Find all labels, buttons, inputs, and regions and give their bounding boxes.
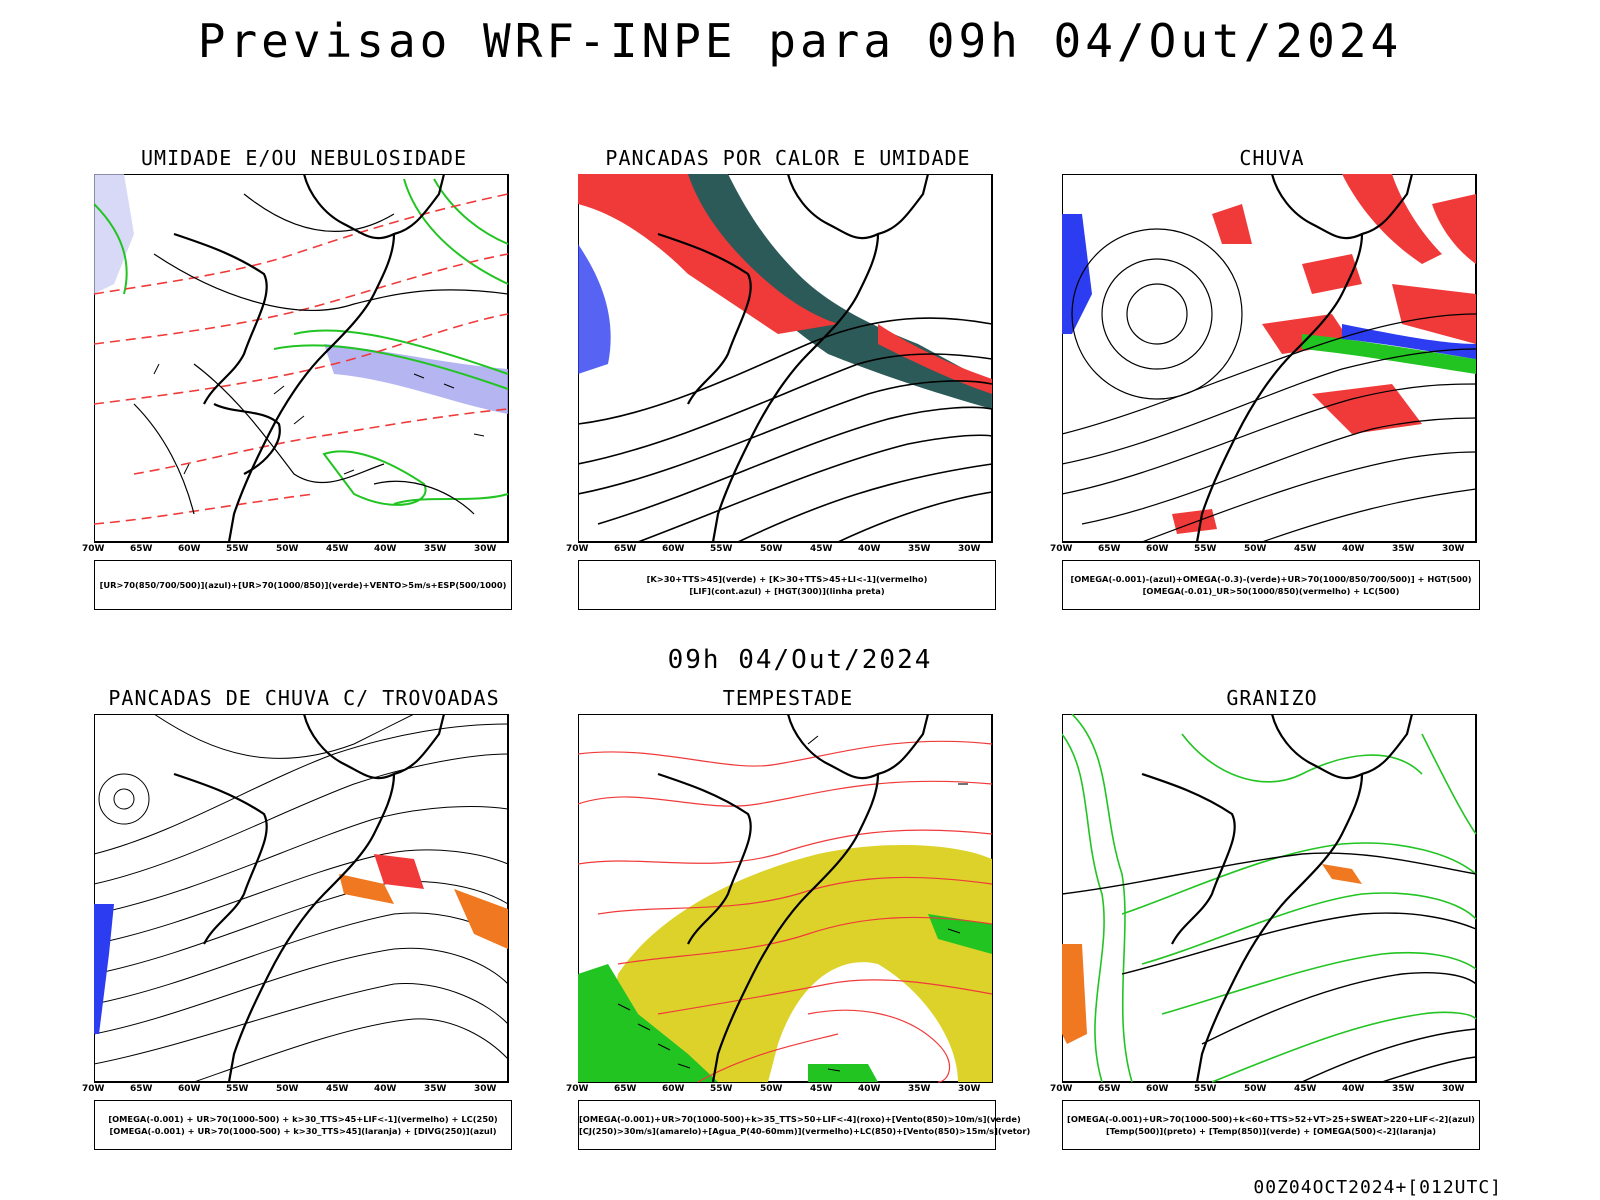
- panel-title: CHUVA: [1239, 146, 1305, 170]
- omega500-orange-areas: [1062, 864, 1362, 1044]
- lif-blue-west: [578, 244, 611, 374]
- map-frame: [1062, 714, 1477, 1083]
- temp500-black-contours: [1062, 852, 1477, 1083]
- wind-vectors: [153, 363, 485, 475]
- map-granizo: 12S15S18S21S 24S27S30S33S 36S39S42S: [1062, 714, 1477, 1083]
- k-tts-li-red-area: [578, 174, 838, 334]
- map-pancadas-calor: 12S15S18S21S 24S27S30S33S 36S39S42S: [578, 174, 993, 543]
- coastline-borders: [173, 174, 446, 543]
- legend-line: [OMEGA(-0.001)+UR>70(1000-500)+k>35_TTS>…: [579, 1114, 1021, 1124]
- mid-time: 09h 04/Out/2024: [667, 645, 933, 675]
- humidity-west: [94, 174, 134, 294]
- legend-box: [OMEGA(-0.001) + UR>70(1000-500) + k>30_…: [94, 1100, 512, 1150]
- divg-blue-area: [94, 904, 114, 1034]
- panel-title: TEMPESTADE: [722, 686, 854, 710]
- orange-thunder-areas: [339, 874, 508, 949]
- map-umidade: 12S15S18S21S 24S27S30S33S 36S39S42S: [94, 174, 509, 543]
- legend-line: [UR>70(850/700/500)](azul)+[UR>70(1000/8…: [99, 580, 507, 590]
- panel-title: GRANIZO: [1226, 686, 1318, 710]
- main-title: Previsao WRF-INPE para 09h 04/Out/2024: [197, 14, 1403, 68]
- legend-line: [CJ(250)>30m/s](amarelo)+[Agua_P(40-60mm…: [579, 1126, 1031, 1136]
- thickness-contours: [94, 193, 509, 525]
- legend-box: [K>30+TTS>45](verde) + [K>30+TTS>45+LI<-…: [578, 560, 996, 610]
- panel-title: PANCADAS DE CHUVA C/ TROVOADAS: [108, 686, 500, 710]
- k-tts-li-red-area-coast: [878, 324, 992, 394]
- map-frame: [94, 174, 509, 543]
- omega-red-areas: [1172, 174, 1476, 534]
- omega-green-areas: [1302, 334, 1476, 374]
- legend-box: [OMEGA(-0.001)+UR>70(1000-500)+k<60+TTS>…: [1062, 1100, 1480, 1150]
- hgt500-contours: [1062, 228, 1477, 543]
- legend-line: [OMEGA(-0.001) + UR>70(1000-500) + k>30_…: [108, 1114, 498, 1124]
- jet-yellow-area: [598, 844, 992, 1082]
- humidity-band-850-500: [324, 344, 508, 414]
- map-tempestade: 12S15S18S21S 24S27S30S33S 36S39S42S: [578, 714, 993, 1083]
- coastline-borders: [657, 714, 930, 1083]
- run-timestamp: 00Z04OCT2024+[012UTC]: [1253, 1177, 1502, 1198]
- coastline-borders: [173, 714, 446, 1083]
- panel-title: PANCADAS POR CALOR E UMIDADE: [605, 146, 971, 170]
- legend-line: [Temp(500)](preto) + [Temp(850)](verde) …: [1105, 1126, 1437, 1136]
- wind850-green-areas: [578, 914, 992, 1082]
- map-chuva: 12S15S18S21S 24S27S30S33S 36S39S42S: [1062, 174, 1477, 543]
- red-thunder-areas: [374, 854, 424, 889]
- wind850-vectors: [617, 735, 968, 1072]
- legend-line: [LIF](cont.azul) + [HGT(300)](linha pret…: [689, 586, 885, 596]
- pressure-contours: [133, 193, 509, 515]
- legend-line: [OMEGA(-0.001) + UR>70(1000-500) + k>30_…: [109, 1126, 497, 1136]
- coastline-borders: [657, 174, 930, 543]
- legend-line: [OMEGA(-0.01)_UR>50(1000/850)(vermelho) …: [1142, 586, 1400, 596]
- coastline-borders: [1195, 174, 1414, 543]
- panel-title: UMIDADE E/OU NEBULOSIDADE: [140, 146, 468, 170]
- legend-line: [OMEGA(-0.001)-(azul)+OMEGA(-0.3)-(verde…: [1070, 574, 1472, 584]
- coastline-borders: [1141, 714, 1414, 1083]
- legend-box: [OMEGA(-0.001)+UR>70(1000-500)+k>35_TTS>…: [578, 1100, 1031, 1150]
- hgt300-contours: [578, 317, 993, 543]
- map-pancadas-trovoadas: 12S15S18S21S 24S27S30S33S 36S39S42S: [94, 714, 509, 1083]
- legend-box: [OMEGA(-0.001)-(azul)+OMEGA(-0.3)-(verde…: [1062, 560, 1480, 610]
- legend-line: [OMEGA(-0.001)+UR>70(1000-500)+k<60+TTS>…: [1067, 1114, 1475, 1124]
- legend-line: [K>30+TTS>45](verde) + [K>30+TTS>45+LI<-…: [646, 574, 928, 584]
- legend-box: [UR>70(850/700/500)](azul)+[UR>70(1000/8…: [94, 560, 512, 610]
- temp850-green-contours: [1062, 714, 1477, 1083]
